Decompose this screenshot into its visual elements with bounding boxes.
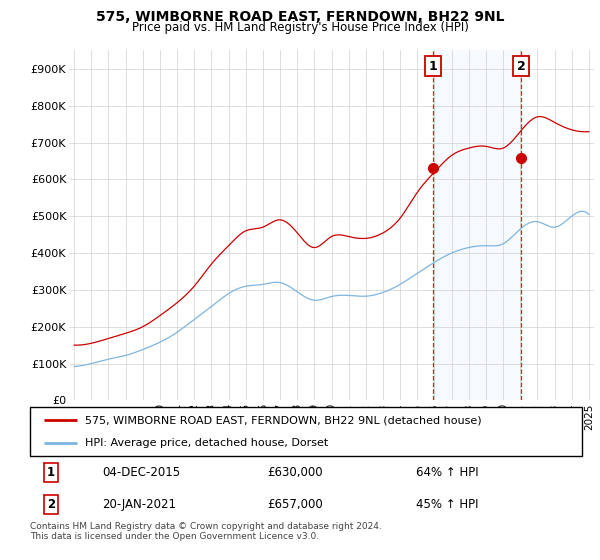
Text: 04-DEC-2015: 04-DEC-2015 [102,466,180,479]
Text: £630,000: £630,000 [268,466,323,479]
Text: Contains HM Land Registry data © Crown copyright and database right 2024.
This d: Contains HM Land Registry data © Crown c… [30,522,382,542]
Text: £657,000: £657,000 [268,498,323,511]
Text: HPI: Average price, detached house, Dorset: HPI: Average price, detached house, Dors… [85,438,328,448]
Text: 2: 2 [517,60,526,73]
Text: Price paid vs. HM Land Registry's House Price Index (HPI): Price paid vs. HM Land Registry's House … [131,21,469,34]
Text: 64% ↑ HPI: 64% ↑ HPI [416,466,479,479]
Text: 1: 1 [428,60,437,73]
Bar [433,50,521,400]
FancyBboxPatch shape [30,407,582,456]
Text: 1: 1 [47,466,55,479]
Text: 20-JAN-2021: 20-JAN-2021 [102,498,176,511]
Text: 45% ↑ HPI: 45% ↑ HPI [416,498,479,511]
Text: 2: 2 [47,498,55,511]
Text: 575, WIMBORNE ROAD EAST, FERNDOWN, BH22 9NL (detached house): 575, WIMBORNE ROAD EAST, FERNDOWN, BH22 … [85,416,482,426]
Text: 575, WIMBORNE ROAD EAST, FERNDOWN, BH22 9NL: 575, WIMBORNE ROAD EAST, FERNDOWN, BH22 … [96,10,504,24]
